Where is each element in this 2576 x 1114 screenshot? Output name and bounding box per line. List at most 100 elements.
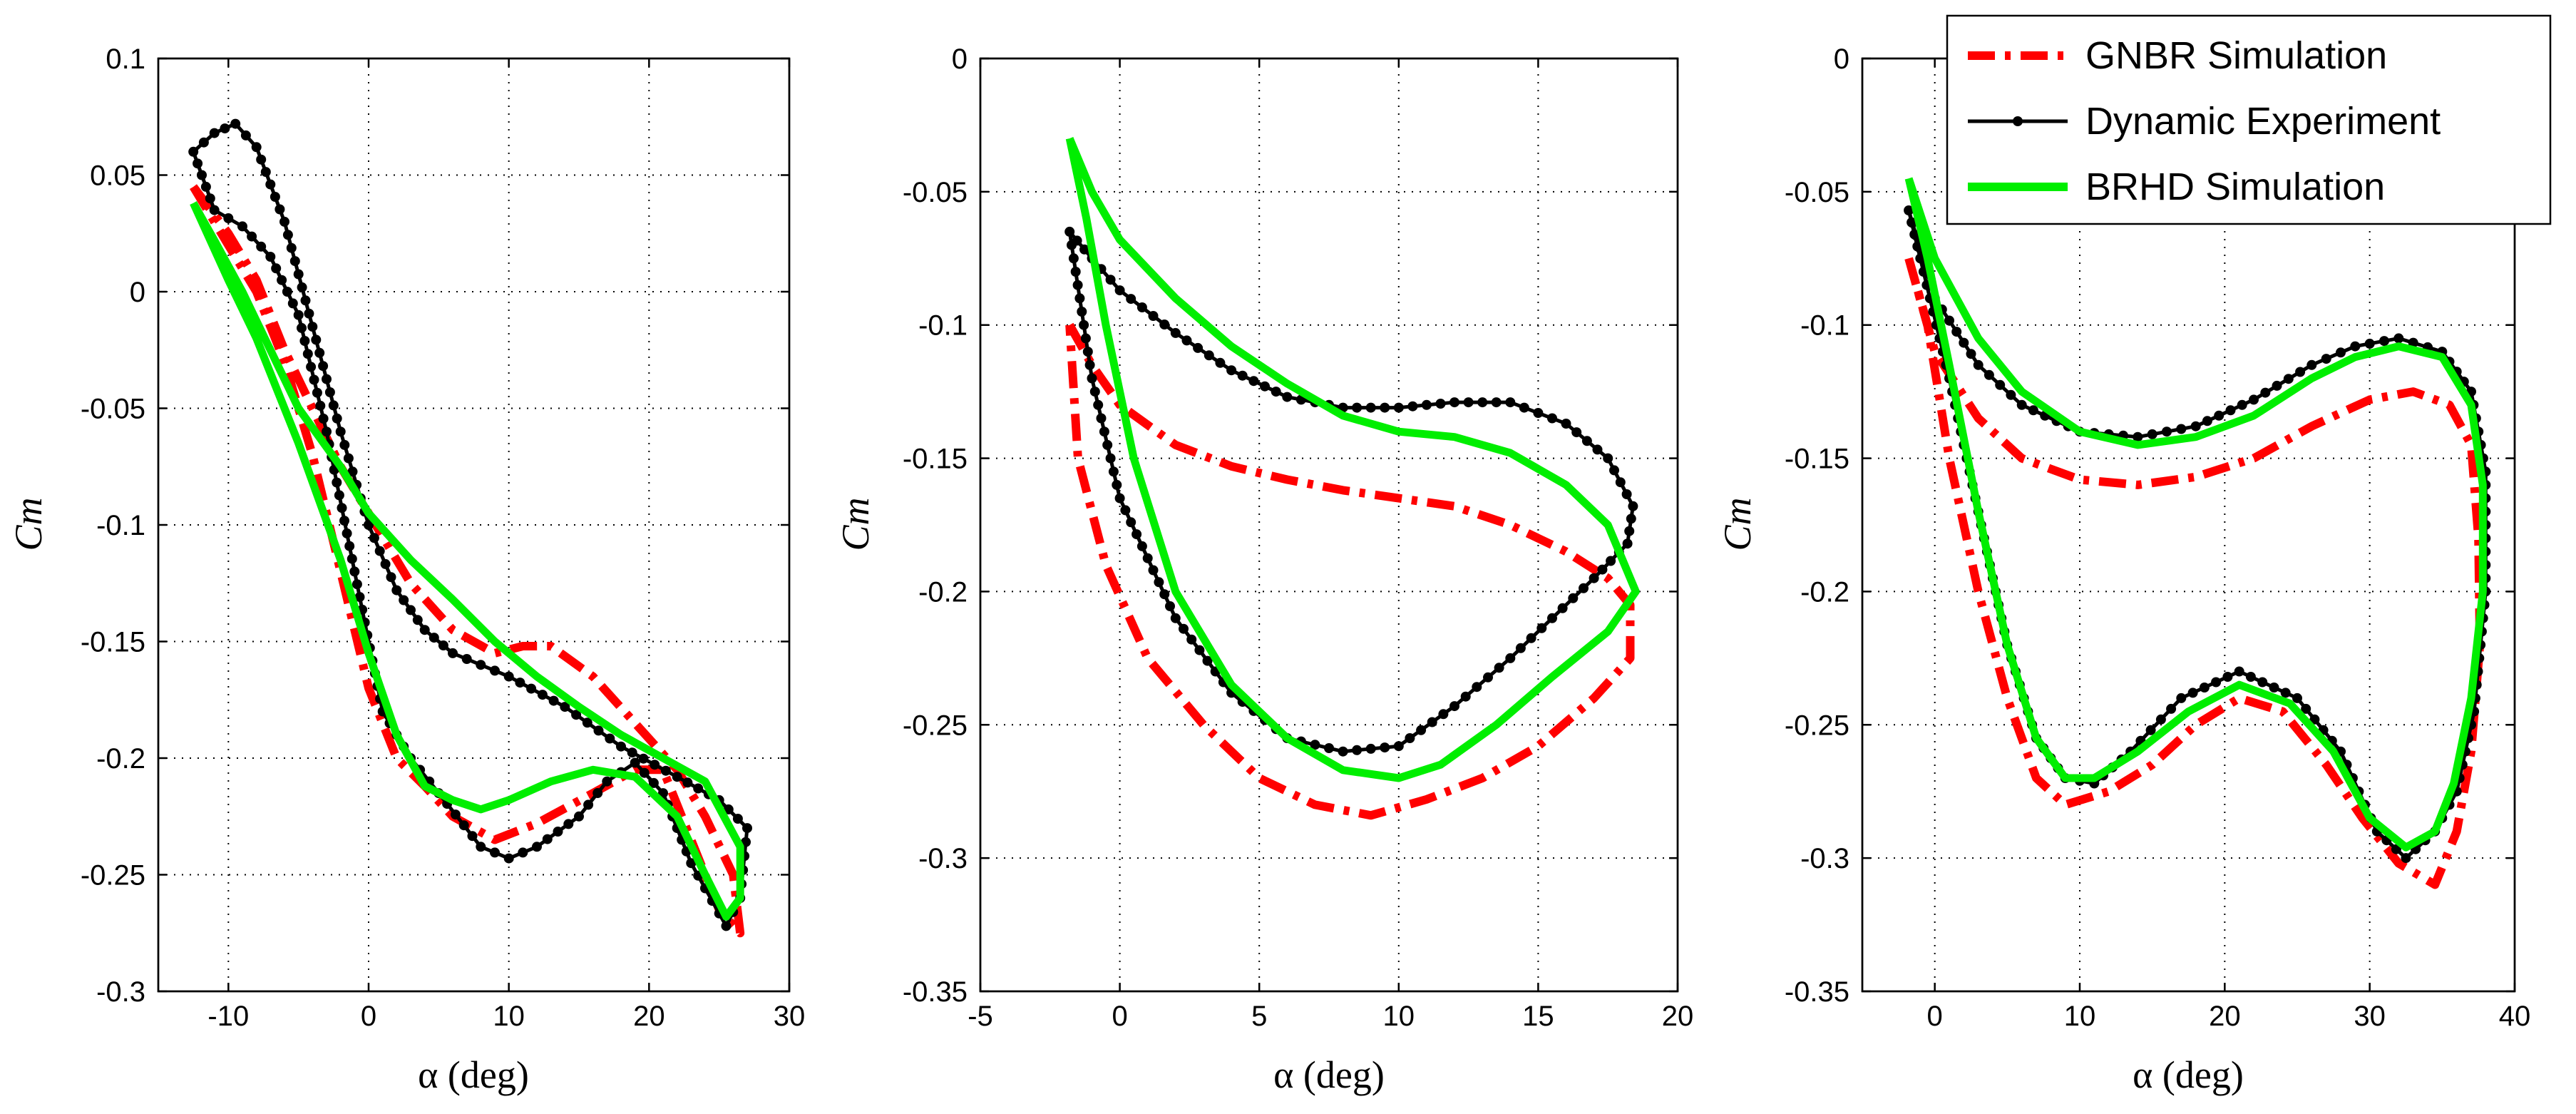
series-marker-experiment xyxy=(347,553,357,564)
series-marker-experiment xyxy=(1120,505,1131,516)
series-line-brhd xyxy=(1904,177,2487,852)
series-marker-experiment xyxy=(602,776,612,787)
series-line-gnbr xyxy=(1065,322,1635,820)
series-marker-experiment xyxy=(2245,672,2256,682)
series-marker-experiment xyxy=(1579,583,1589,593)
ticks-3: 0 10 20 30 40 -0.35 -0.3 -0.25 -0.2 -0.15 -0.1 -0.0… xyxy=(1785,44,2530,1032)
series-marker-experiment xyxy=(399,595,409,605)
series-marker-experiment xyxy=(2211,677,2222,688)
y-tick-label: -0.1 xyxy=(1800,310,1849,342)
series-marker-experiment xyxy=(306,362,317,372)
series-marker-experiment xyxy=(1460,691,1471,702)
series-marker-experiment xyxy=(1628,501,1638,511)
series-marker-experiment xyxy=(279,216,289,227)
ylabel-2: Cm xyxy=(834,497,877,551)
series-marker-experiment xyxy=(2166,703,2177,714)
series-marker-experiment xyxy=(693,783,704,794)
series-marker-experiment xyxy=(1624,526,1635,536)
y-tick-label: -0.2 xyxy=(1800,576,1849,608)
y-tick-label: -0.3 xyxy=(1800,843,1849,874)
series-marker-experiment xyxy=(2133,431,2143,442)
x-tick-label: 10 xyxy=(2064,1001,2096,1032)
series-marker-experiment xyxy=(349,566,360,577)
series-marker-experiment xyxy=(1324,743,1334,753)
series-marker-experiment xyxy=(2379,336,2389,347)
series-marker-experiment xyxy=(1515,643,1526,653)
series-marker-experiment xyxy=(1080,333,1091,344)
y-tick-label: -0.05 xyxy=(81,394,145,425)
series-marker-experiment xyxy=(2401,853,2411,864)
series-marker-experiment xyxy=(293,310,304,320)
y-axis-label-1: Cm xyxy=(7,497,50,551)
series-marker-experiment xyxy=(650,760,660,770)
series-marker-experiment xyxy=(1170,613,1181,623)
series-marker-experiment xyxy=(1154,577,1164,588)
series-marker-experiment xyxy=(1463,397,1474,408)
series-marker-experiment xyxy=(461,654,472,664)
series-marker-experiment xyxy=(347,466,358,477)
series-marker-experiment xyxy=(503,853,514,864)
series-marker-experiment xyxy=(1449,397,1459,408)
series-marker-experiment xyxy=(1105,275,1116,285)
series-marker-experiment xyxy=(1194,645,1205,655)
series-marker-experiment xyxy=(302,349,313,359)
y-axis-label-2: Cm xyxy=(834,497,877,551)
series-marker-experiment xyxy=(1070,267,1081,277)
series-line-gnbr xyxy=(1904,257,2485,889)
y-tick-label: -0.25 xyxy=(1785,710,1849,741)
legend-item-brhd: BRHD Simulation xyxy=(1968,165,2385,208)
series-marker-experiment xyxy=(2301,703,2311,714)
series-marker-experiment xyxy=(503,671,514,682)
series-marker-experiment xyxy=(1132,529,1142,540)
series-marker-experiment xyxy=(311,334,322,345)
series-marker-experiment xyxy=(2269,683,2279,693)
series-marker-experiment xyxy=(247,231,257,242)
series-marker-experiment xyxy=(1099,426,1109,437)
series-marker-experiment xyxy=(282,287,292,297)
axis-frame-2 xyxy=(979,57,1679,993)
series-marker-experiment xyxy=(209,205,220,215)
series-marker-experiment xyxy=(721,921,732,931)
series-marker-experiment xyxy=(1393,741,1404,752)
series-marker-experiment xyxy=(1260,381,1270,392)
series-marker-experiment xyxy=(354,592,365,603)
series-marker-experiment xyxy=(1282,392,1293,402)
series-marker-experiment xyxy=(1547,613,1557,623)
series-marker-experiment xyxy=(287,298,298,309)
y-tick-label: -0.05 xyxy=(1785,177,1849,208)
series-marker-experiment xyxy=(2234,666,2244,677)
series-marker-experiment xyxy=(639,767,650,778)
series-marker-experiment xyxy=(1352,402,1363,413)
series-marker-experiment xyxy=(256,241,267,252)
series-marker-experiment xyxy=(1271,387,1281,397)
series-marker-experiment xyxy=(1108,466,1119,477)
series-marker-experiment xyxy=(1077,307,1087,317)
series-marker-experiment xyxy=(2292,693,2302,703)
series-marker-experiment xyxy=(351,579,362,590)
series-marker-experiment xyxy=(2162,426,2172,437)
y-tick-label: -0.2 xyxy=(96,743,145,775)
series-marker-experiment xyxy=(1067,240,1077,250)
series-marker-experiment xyxy=(334,490,344,501)
legend: GNBR Simulation Dynamic Experiment BRHD … xyxy=(1946,14,2552,225)
series-marker-experiment xyxy=(1603,453,1613,464)
series-group-2 xyxy=(1064,136,1640,820)
series-marker-experiment xyxy=(672,772,682,782)
series-marker-experiment xyxy=(251,142,262,153)
x-tick-label: 20 xyxy=(1662,1001,1694,1032)
y-tick-label: 0.05 xyxy=(90,160,145,192)
series-marker-experiment xyxy=(2391,844,2401,854)
y-tick-label: -0.15 xyxy=(1785,444,1849,475)
series-marker-experiment xyxy=(289,256,300,267)
series-marker-experiment xyxy=(1915,253,1926,264)
series-marker-experiment xyxy=(563,819,574,829)
series-marker-experiment xyxy=(1072,280,1083,290)
series-marker-experiment xyxy=(1237,370,1248,381)
series-marker-experiment xyxy=(318,361,329,372)
series-marker-experiment xyxy=(1136,302,1147,312)
series-marker-experiment xyxy=(1248,376,1259,387)
series-line-brhd xyxy=(190,201,744,921)
y-tick-label: -0.35 xyxy=(1785,976,1849,1008)
x-tick-label: 5 xyxy=(1251,1001,1267,1032)
series-marker-experiment xyxy=(2272,380,2282,391)
